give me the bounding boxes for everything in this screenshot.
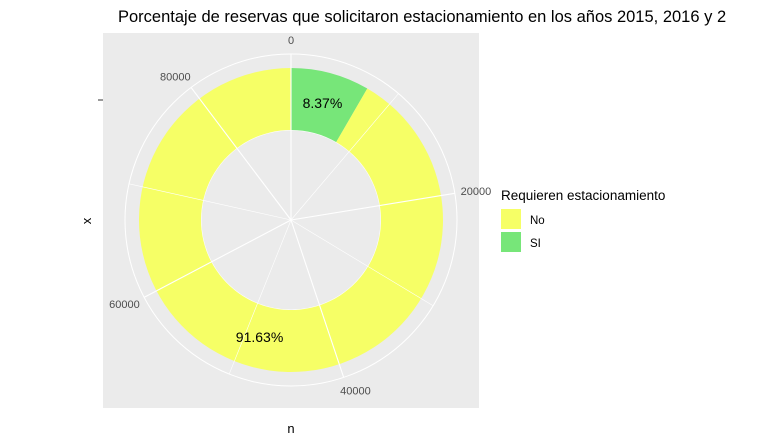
slice-no (138, 68, 443, 372)
tick-label: 80000 (160, 71, 191, 83)
data-label-si: 8.37% (303, 95, 343, 111)
legend-key-si (501, 232, 521, 252)
tick-label: 60000 (109, 299, 140, 311)
radial-gridline (190, 87, 292, 221)
y-axis-title: x (79, 217, 94, 224)
donut-slices (138, 68, 443, 372)
radial-gridline (290, 219, 345, 378)
chart-title: Porcentaje de reservas que solicitaron e… (118, 8, 726, 26)
tick-label: 0 (288, 35, 294, 47)
radial-gridline (128, 183, 292, 221)
data-labels: 8.37% 91.63% (236, 95, 343, 345)
radial-gridline (290, 192, 455, 221)
legend-title: Requieren estacionamiento (501, 188, 665, 203)
legend-key-no (501, 209, 521, 229)
legend-label-no: No (530, 215, 545, 227)
data-label-no: 91.63% (236, 329, 283, 345)
tick-label: 20000 (461, 186, 492, 198)
radial-gridline (290, 93, 399, 221)
radial-gridline (228, 219, 292, 375)
legend: Requieren estacionamiento No SI (501, 188, 665, 252)
x-axis-title: n (287, 421, 294, 436)
angular-ticks: 0 20000 40000 60000 80000 (109, 35, 491, 398)
radial-gridline (290, 219, 434, 307)
radial-gridline (143, 219, 292, 298)
radial-gridlines (128, 54, 455, 378)
tick-label: 40000 (340, 386, 371, 398)
slice-si (291, 68, 368, 143)
legend-label-si: SI (530, 238, 541, 250)
